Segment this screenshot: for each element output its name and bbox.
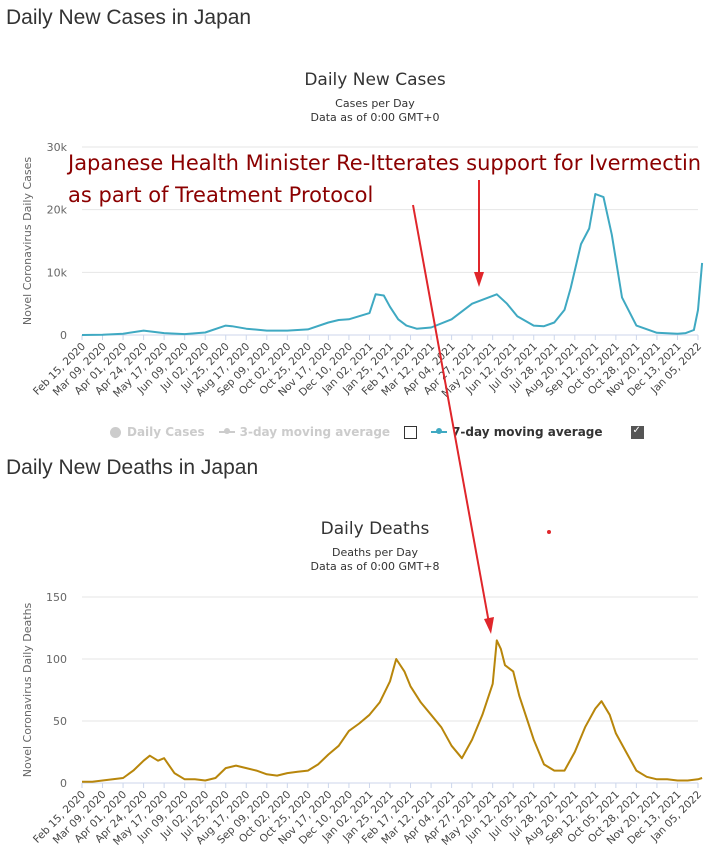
y-tick-label: 0 (60, 777, 67, 790)
arrow-head-icon (484, 617, 494, 634)
annotation-line-1: Japanese Health Minister Re-Itterates su… (66, 151, 701, 175)
arrow-head-icon (474, 272, 484, 287)
series-line (81, 193, 704, 336)
line-marker-icon (431, 428, 448, 434)
legend-seven-day-label: 7-day moving average (452, 425, 603, 439)
chart-subtitle-date: Data as of 0:00 GMT+8 (311, 560, 440, 573)
chart-title: Daily Deaths (321, 519, 430, 539)
cases-section-heading: Daily New Cases in Japan (6, 6, 252, 29)
y-tick-label: 30k (47, 141, 68, 154)
chart-subtitle: Cases per Day (335, 97, 415, 110)
seven-day-average-checkbox[interactable] (630, 425, 644, 439)
y-axis-label: Novel Coronavirus Daily Cases (21, 157, 34, 325)
chart-subtitle-date: Data as of 0:00 GMT+0 (311, 111, 440, 124)
y-tick-label: 150 (46, 591, 67, 604)
y-tick-label: 0 (60, 329, 67, 342)
legend-three-day-average[interactable]: 3-day moving average (218, 425, 391, 439)
legend-daily-cases[interactable]: Daily Cases (110, 425, 205, 439)
series-line (82, 639, 703, 783)
stray-dot (547, 530, 551, 534)
chart-subtitle: Deaths per Day (332, 546, 418, 559)
deaths-section-heading: Daily New Deaths in Japan (6, 456, 259, 479)
y-tick-label: 100 (46, 653, 67, 666)
legend-daily-cases-label: Daily Cases (127, 425, 205, 439)
line-marker-icon (218, 428, 235, 434)
legend-seven-day-average[interactable]: 7-day moving average (431, 425, 603, 439)
circle-icon (110, 426, 121, 438)
chart-title: Daily New Cases (304, 70, 446, 90)
y-tick-label: 50 (53, 715, 67, 728)
y-tick-label: 10k (47, 266, 68, 279)
y-axis-label: Novel Coronavirus Daily Deaths (21, 602, 34, 777)
cases-legend: Daily Cases 3-day moving average 7-day m… (110, 425, 658, 439)
three-day-average-checkbox[interactable] (404, 425, 418, 439)
arrow-line (412, 204, 490, 624)
legend-three-day-label: 3-day moving average (239, 425, 391, 439)
y-tick-label: 20k (47, 204, 68, 217)
annotation-line-2: as part of Treatment Protocol (68, 183, 373, 207)
